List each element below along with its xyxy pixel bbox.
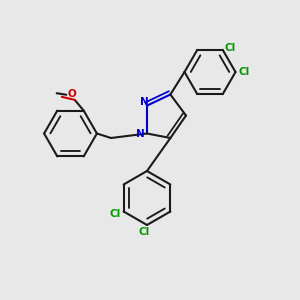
Text: Cl: Cl bbox=[110, 209, 121, 219]
Text: N: N bbox=[140, 97, 149, 107]
Text: Cl: Cl bbox=[225, 43, 236, 52]
Text: N: N bbox=[136, 129, 145, 139]
Text: Cl: Cl bbox=[139, 226, 150, 237]
Text: Cl: Cl bbox=[239, 67, 250, 77]
Text: O: O bbox=[67, 89, 76, 99]
